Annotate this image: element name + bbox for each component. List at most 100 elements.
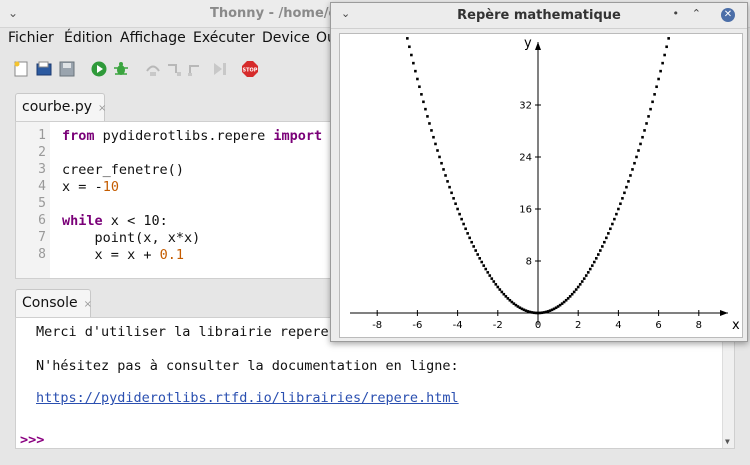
- data-point: [422, 100, 425, 104]
- minimize-icon[interactable]: •: [672, 7, 680, 20]
- data-point: [609, 227, 612, 231]
- menu-affichage[interactable]: Affichage: [120, 30, 186, 46]
- data-point: [458, 212, 461, 216]
- data-point: [590, 264, 594, 267]
- save-file-icon[interactable]: [58, 60, 76, 78]
- data-point: [502, 292, 506, 296]
- data-point: [597, 253, 600, 256]
- data-point: [546, 310, 550, 313]
- close-tab-icon[interactable]: ×: [83, 299, 92, 310]
- menu-fichier[interactable]: Fichier: [8, 30, 54, 46]
- data-point: [627, 180, 630, 183]
- data-point: [633, 161, 636, 165]
- data-point: [442, 168, 445, 171]
- stop-label: STOP: [243, 68, 258, 74]
- debug-icon[interactable]: [112, 60, 130, 78]
- y-tick-label: 24: [519, 153, 532, 164]
- data-point: [472, 245, 475, 248]
- data-point: [639, 142, 642, 146]
- data-point: [568, 295, 572, 298]
- data-point: [514, 303, 518, 307]
- y-axis-arrow: [535, 42, 541, 50]
- window-menu-icon[interactable]: ⌄: [8, 6, 19, 20]
- data-point: [436, 149, 439, 152]
- data-point: [570, 292, 574, 296]
- data-point: [496, 285, 500, 289]
- data-point: [446, 180, 449, 183]
- data-point: [586, 271, 590, 274]
- data-point: [526, 310, 530, 313]
- x-tick-label: 8: [696, 320, 702, 331]
- data-point: [615, 212, 618, 216]
- data-point: [576, 285, 580, 289]
- data-point: [637, 149, 640, 152]
- data-point: [486, 271, 490, 274]
- line-number: 7: [38, 230, 46, 245]
- code-line: from pydiderotlibs.repere import *: [62, 128, 338, 144]
- y-tick-label: 32: [519, 101, 532, 112]
- line-number: 1: [38, 128, 46, 143]
- maximize-icon[interactable]: ⌃: [691, 7, 701, 20]
- step-over-icon[interactable]: [144, 60, 162, 78]
- line-gutter: [16, 122, 50, 278]
- data-point: [448, 185, 451, 189]
- data-point: [464, 227, 467, 231]
- line-number: 6: [38, 213, 46, 228]
- x-tick-label: -4: [453, 320, 463, 331]
- step-out-icon[interactable]: [186, 60, 204, 78]
- data-point: [566, 297, 570, 300]
- step-into-icon[interactable]: [165, 60, 183, 78]
- data-point: [550, 308, 554, 312]
- data-point: [438, 155, 441, 159]
- data-point: [430, 129, 433, 132]
- close-tab-icon[interactable]: ×: [98, 103, 107, 114]
- data-point: [540, 311, 544, 315]
- data-point: [522, 308, 526, 312]
- resume-icon[interactable]: [210, 60, 228, 78]
- x-tick-label: -8: [372, 320, 382, 331]
- data-point: [655, 85, 658, 89]
- data-point: [657, 77, 660, 81]
- line-number: 5: [38, 196, 46, 211]
- x-tick-label: -2: [493, 320, 503, 331]
- scroll-down-icon[interactable]: ▼: [725, 437, 730, 446]
- x-tick-label: 6: [655, 320, 661, 331]
- data-point: [574, 288, 578, 291]
- data-point: [470, 240, 473, 244]
- app-title: Thonny - /home/c: [210, 6, 337, 21]
- data-point: [416, 77, 419, 81]
- menu-executer[interactable]: Exécuter: [193, 30, 255, 46]
- menu-device[interactable]: Device: [262, 30, 310, 46]
- code-editor[interactable]: 1 from pydiderotlibs.repere import * 2 3 cre…: [15, 121, 338, 279]
- data-point: [494, 283, 498, 286]
- x-tick-label: 0: [535, 320, 541, 331]
- open-file-icon[interactable]: [35, 60, 53, 78]
- data-point: [623, 191, 626, 195]
- data-point: [552, 307, 556, 311]
- tab-courbe-py[interactable]: courbe.py ×: [15, 93, 107, 121]
- data-point: [653, 93, 656, 96]
- x-tick-label: 4: [615, 320, 621, 331]
- data-point: [564, 298, 568, 302]
- data-point: [516, 305, 520, 308]
- data-point: [456, 207, 459, 211]
- data-point: [484, 267, 488, 271]
- plot-canvas[interactable]: x y -8 -6 -4 -2 0 2 4 6 8 8 16 24 32: [339, 33, 743, 338]
- line-number: 2: [38, 145, 46, 160]
- stop-icon[interactable]: STOP: [241, 60, 259, 78]
- data-point: [418, 85, 421, 89]
- data-point: [651, 100, 654, 104]
- data-point: [426, 115, 429, 118]
- menu-edition[interactable]: Édition: [64, 30, 113, 46]
- data-point: [645, 122, 648, 125]
- data-point: [432, 135, 435, 139]
- data-point: [460, 217, 463, 221]
- documentation-link[interactable]: https://pydiderotlibs.rtfd.io/librairies…: [36, 390, 459, 406]
- data-point: [558, 303, 562, 307]
- window-menu-icon[interactable]: ⌄: [341, 7, 351, 20]
- new-file-icon[interactable]: [12, 60, 30, 78]
- close-window-button[interactable]: ✕: [721, 8, 735, 22]
- run-icon[interactable]: [90, 60, 108, 78]
- tab-console[interactable]: Console ×: [15, 289, 92, 317]
- line-number: 3: [38, 162, 46, 177]
